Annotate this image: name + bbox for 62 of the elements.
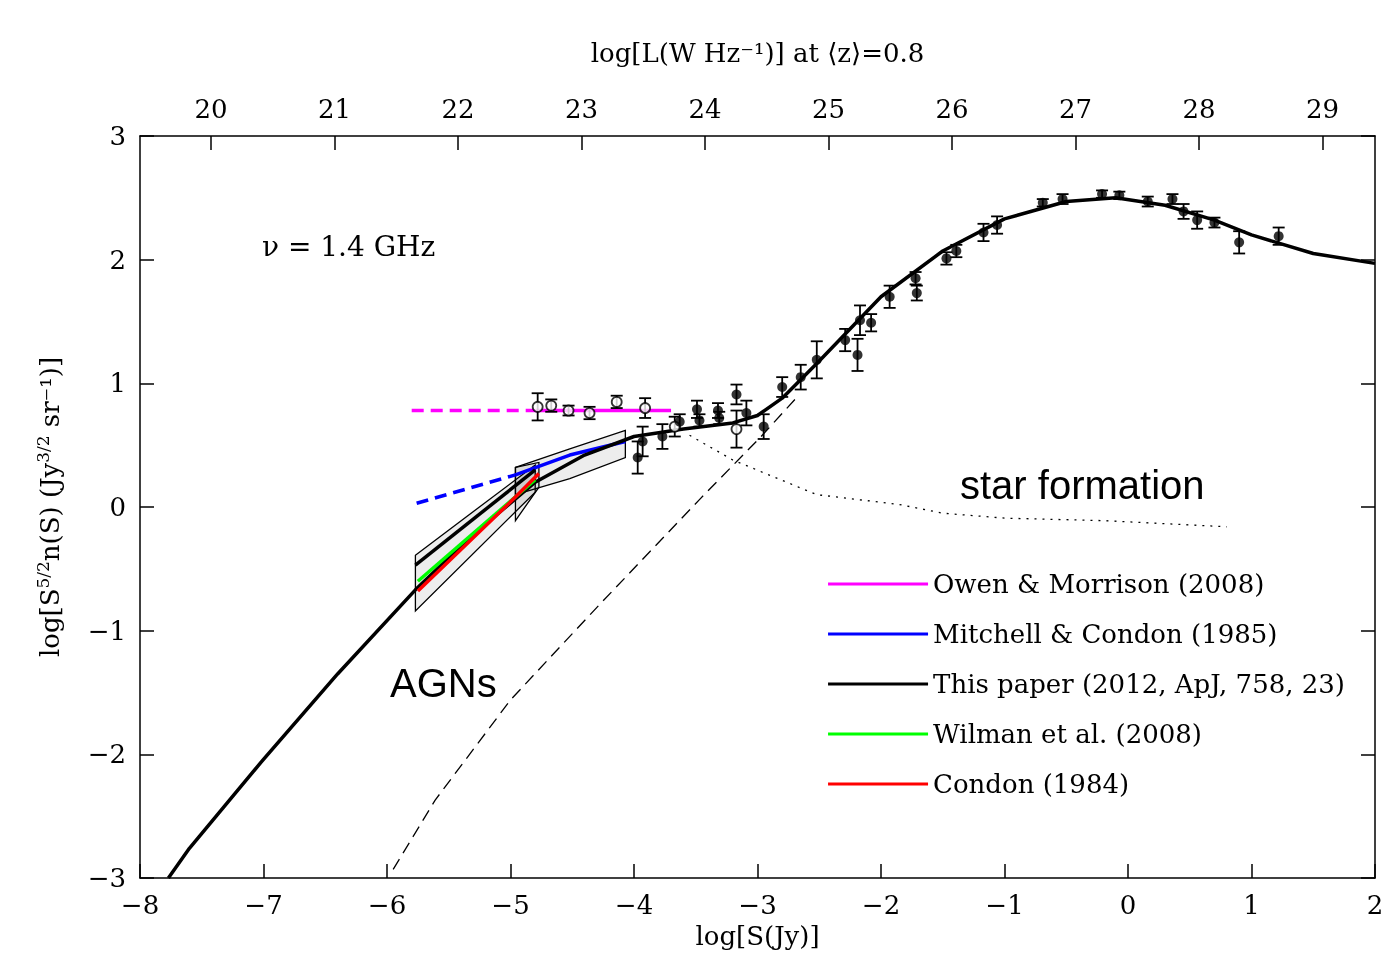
- point: [741, 408, 752, 419]
- legend-label: Condon (1984): [933, 769, 1130, 799]
- x2-tick-label: 25: [811, 94, 846, 124]
- point: [637, 436, 648, 447]
- x-tick-label: 2: [1366, 890, 1384, 920]
- x-tick-label: −2: [861, 890, 901, 920]
- x-tick-label: 0: [1119, 890, 1137, 920]
- x2-tick-label: 26: [935, 94, 969, 124]
- point: [992, 220, 1003, 231]
- y-tick-label: −1: [87, 615, 126, 646]
- annotation: star formation: [960, 463, 1205, 508]
- point: [1192, 215, 1203, 226]
- x2-tick-label: 27: [1058, 94, 1093, 124]
- x-tick-label: 1: [1243, 890, 1260, 920]
- point: [1273, 231, 1284, 242]
- legend-label: Mitchell & Condon (1985): [933, 619, 1278, 649]
- x2-tick-label: 21: [317, 94, 352, 124]
- legend-label: Wilman et al. (2008): [933, 719, 1203, 749]
- legend-label: Owen & Morrison (2008): [933, 569, 1265, 599]
- x2-axis-title: log[L(W Hz⁻¹)] at ⟨z⟩=0.8: [590, 38, 925, 68]
- point: [855, 315, 866, 326]
- point: [730, 423, 743, 435]
- point: [531, 400, 544, 413]
- x-tick-label: −6: [367, 890, 407, 920]
- point: [632, 452, 643, 463]
- y-tick-label: −2: [87, 739, 126, 770]
- annotation: ν = 1.4 GHz: [262, 230, 436, 264]
- y-tick-label: −3: [87, 863, 126, 893]
- x-tick-label: −8: [120, 890, 160, 920]
- x2-tick-label: 23: [564, 94, 599, 124]
- y-tick-label: 3: [109, 121, 126, 151]
- x2-tick-label: 20: [194, 94, 228, 124]
- x-axis-title: log[S(Jy)]: [695, 920, 820, 951]
- x-tick-label: −1: [985, 890, 1024, 920]
- x2-tick-label: 22: [441, 94, 475, 124]
- legend-label: This paper (2012, ApJ, 758, 23): [933, 669, 1345, 699]
- point: [911, 288, 922, 299]
- y-tick-label: 1: [109, 368, 126, 399]
- x2-tick-label: 28: [1182, 94, 1216, 124]
- point: [1234, 237, 1245, 248]
- y-tick-label: 2: [109, 244, 126, 275]
- x-tick-label: −3: [738, 890, 777, 920]
- point: [795, 372, 806, 383]
- point: [692, 404, 702, 415]
- point: [639, 402, 652, 414]
- point: [777, 382, 788, 393]
- x2-tick-label: 24: [688, 94, 722, 124]
- point: [884, 291, 895, 302]
- point: [852, 349, 863, 360]
- x-tick-label: −4: [614, 890, 654, 920]
- point: [840, 335, 851, 346]
- point: [978, 227, 989, 238]
- point: [811, 354, 822, 365]
- x-tick-label: −7: [244, 890, 283, 920]
- point: [731, 389, 742, 400]
- x2-tick-label: 29: [1305, 94, 1340, 124]
- x-tick-label: −5: [491, 890, 530, 920]
- annotation: AGNs: [390, 661, 497, 706]
- point: [866, 317, 877, 328]
- y-axis-title: log[S5/2n(S) (Jy3/2 sr⁻¹)]: [32, 356, 65, 658]
- point: [758, 421, 769, 432]
- y-tick-label: 0: [109, 492, 126, 522]
